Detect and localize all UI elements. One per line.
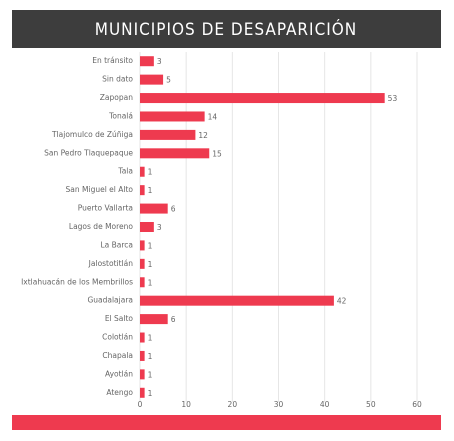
- bar: [140, 277, 145, 288]
- bar: [140, 93, 385, 104]
- bar: [140, 295, 334, 306]
- data-label: 1: [148, 186, 153, 195]
- x-tick-label: 30: [274, 400, 284, 409]
- title-band: [12, 10, 441, 48]
- y-tick-label: Chapala: [102, 351, 133, 360]
- x-tick-label: 50: [366, 400, 376, 409]
- data-label: 42: [337, 297, 347, 306]
- data-label: 1: [148, 334, 153, 343]
- bar: [140, 129, 196, 140]
- y-tick-label: Atengo: [106, 388, 133, 397]
- bar: [140, 185, 145, 196]
- y-tick-label: Puerto Vallarta: [78, 204, 133, 213]
- y-tick-label: El Salto: [105, 314, 134, 323]
- y-tick-label: Jalostotitlán: [88, 259, 134, 268]
- y-tick-label: Tala: [117, 167, 133, 176]
- x-tick-label: 40: [320, 400, 330, 409]
- bar: [140, 222, 154, 232]
- bar: [140, 387, 145, 398]
- data-label: 15: [212, 149, 222, 158]
- x-tick-label: 10: [181, 400, 191, 409]
- x-tick-label: 20: [228, 400, 238, 409]
- y-tick-label: Tonalá: [108, 111, 133, 120]
- data-label: 1: [148, 352, 153, 361]
- data-label: 3: [157, 57, 162, 66]
- x-tick-label: 0: [138, 400, 143, 409]
- data-label: 6: [171, 205, 176, 214]
- data-label: 12: [198, 131, 208, 140]
- y-tick-label: Ayotlán: [105, 369, 133, 378]
- y-tick-label: Guadalajara: [87, 296, 133, 305]
- bar: [140, 258, 145, 269]
- data-label: 14: [208, 112, 218, 121]
- data-label: 5: [166, 76, 171, 85]
- bar: [140, 314, 168, 325]
- bar: [140, 148, 210, 159]
- x-tick-label: 60: [412, 400, 422, 409]
- y-tick-label: Colotlán: [102, 333, 133, 342]
- y-tick-label: La Barca: [100, 240, 133, 249]
- data-label: 53: [388, 94, 398, 103]
- y-tick-label: Sin dato: [102, 75, 133, 84]
- bar: [140, 74, 164, 85]
- bar: [140, 166, 145, 177]
- data-label: 1: [148, 260, 153, 269]
- chart-title: MUNICIPIOS DE DESAPARICIÓN: [95, 18, 357, 40]
- y-tick-label: San Pedro Tlaquepaque: [44, 148, 133, 157]
- data-label: 1: [148, 168, 153, 177]
- bar: [140, 369, 145, 380]
- bar: [140, 56, 154, 67]
- bar: [140, 203, 168, 214]
- y-tick-label: En tránsito: [92, 56, 133, 65]
- y-tick-label: Ixtlahuacán de los Membrillos: [21, 277, 133, 286]
- y-tick-label: San Miguel el Alto: [66, 185, 134, 194]
- footer-band: [12, 415, 441, 430]
- bar: [140, 111, 205, 122]
- y-tick-label: Tlajomulco de Zúñiga: [51, 130, 133, 139]
- data-label: 1: [148, 389, 153, 398]
- data-label: 1: [148, 278, 153, 287]
- data-label: 1: [148, 241, 153, 250]
- bar: [140, 332, 145, 343]
- y-tick-label: Zapopan: [100, 93, 133, 102]
- bar: [140, 350, 145, 361]
- bar: [140, 240, 145, 251]
- data-label: 3: [157, 223, 162, 232]
- y-tick-label: Lagos de Moreno: [69, 222, 134, 231]
- data-label: 6: [171, 315, 176, 324]
- data-label: 1: [148, 370, 153, 379]
